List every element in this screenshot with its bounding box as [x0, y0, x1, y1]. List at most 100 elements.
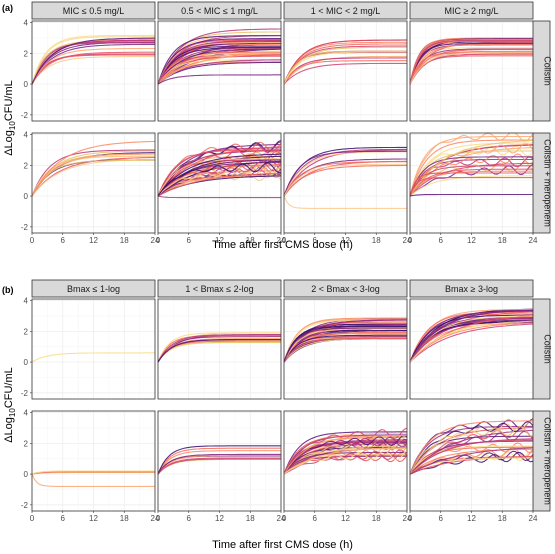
- series-line: [283, 46, 407, 85]
- series-line: [31, 51, 155, 85]
- series-line: [283, 195, 407, 209]
- panel-tag: (a): [2, 3, 13, 13]
- series-line: [409, 420, 534, 475]
- facet-strip-label: 0.5 < MIC ≤ 1 mg/L: [181, 6, 258, 16]
- series-line: [31, 471, 155, 475]
- facet-strip-label: Colistin + meropenem: [543, 139, 553, 227]
- y-tick-label: -2: [21, 111, 29, 120]
- series-line: [409, 142, 534, 197]
- series-line: [31, 352, 155, 363]
- x-tick-label: 0: [408, 236, 413, 245]
- series-line: [157, 453, 281, 475]
- facet-panel: 0 6 12 18 24: [408, 410, 538, 523]
- series-line: [409, 193, 533, 197]
- series-line: [157, 170, 282, 197]
- series-line: [31, 473, 155, 487]
- series-line: [409, 314, 533, 363]
- series-line: [157, 458, 281, 475]
- y-axis-title-sub: 10: [8, 121, 17, 130]
- panel-border: [409, 298, 534, 400]
- x-tick-label: 18: [246, 236, 255, 245]
- facet-panel: 0 6 12 18 24: [282, 132, 412, 245]
- series-line: [409, 165, 533, 197]
- series-line: [409, 322, 534, 363]
- x-tick-label: 6: [187, 514, 192, 523]
- series-line: [409, 172, 533, 197]
- x-tick-label: 24: [529, 236, 538, 245]
- series-line: [157, 334, 281, 363]
- series-line: [31, 47, 155, 85]
- y-tick-label: 0: [24, 358, 29, 367]
- series-line: [409, 163, 534, 197]
- facet-panel: 0 6 12 18 24: [282, 410, 412, 523]
- x-tick-label: 12: [215, 514, 224, 523]
- x-tick-label: 0: [282, 514, 287, 523]
- facet-strip-bg: [283, 1, 408, 20]
- series-line: [409, 50, 533, 85]
- panel-tag: (b): [2, 285, 14, 295]
- series-line: [31, 471, 155, 475]
- x-tick-label: 12: [215, 236, 224, 245]
- series-line: [409, 175, 533, 197]
- facet-strip-label: Bmax ≤ 1-log: [67, 284, 120, 294]
- series-line: [157, 162, 281, 197]
- series-line: [409, 425, 534, 475]
- facet-strip-label: MIC ≥ 2 mg/L: [445, 6, 499, 16]
- facet-strip-bg: [31, 1, 156, 20]
- facet-panel: [31, 298, 156, 400]
- series-line: [31, 149, 155, 197]
- x-tick-label: 24: [151, 514, 160, 523]
- series-line: [31, 155, 155, 197]
- series-line: [409, 323, 534, 363]
- series-line: [157, 450, 281, 475]
- facet-strip-label: Colistin: [543, 56, 553, 86]
- series-line: [283, 334, 407, 363]
- series-line: [157, 28, 281, 85]
- facet-strip-right: Colistin + meropenem: [532, 410, 553, 512]
- series-line: [283, 325, 407, 363]
- series-line: [283, 332, 407, 363]
- series-line: [283, 43, 407, 85]
- series-line: [157, 153, 281, 197]
- series-line: [157, 341, 281, 363]
- series-line: [409, 158, 533, 197]
- x-tick-label: 6: [313, 514, 318, 523]
- x-tick-label: 0: [30, 236, 35, 245]
- series-line: [283, 319, 407, 363]
- series-line: [409, 420, 534, 475]
- series-line: [157, 164, 282, 197]
- series-line: [157, 332, 281, 363]
- series-line: [283, 455, 407, 475]
- facet-strip-label: 1 < Bmax ≤ 2-log: [185, 284, 253, 294]
- facet-panel: [409, 20, 534, 122]
- x-tick-label: 12: [89, 514, 98, 523]
- facet-panel: 0 6 12 18 24: [30, 132, 160, 245]
- x-tick-label: 24: [403, 514, 412, 523]
- y-tick-label: 2: [24, 327, 29, 336]
- facet-strip-label: 1 < MIC < 2 mg/L: [311, 6, 381, 16]
- series-line: [157, 52, 281, 85]
- series-line: [409, 40, 533, 85]
- facet-panel: [157, 298, 282, 400]
- facet-panel: [157, 20, 282, 122]
- y-tick-label: 2: [24, 439, 29, 448]
- facet-panel: 0 6 12 18 24: [408, 132, 538, 245]
- series-line: [409, 37, 533, 85]
- series-line: [409, 438, 534, 475]
- series-line: [157, 447, 281, 475]
- series-line: [157, 335, 281, 363]
- series-line: [283, 161, 407, 197]
- series-line: [283, 446, 407, 475]
- facet-strip-top: 1 < Bmax ≤ 2-log: [157, 279, 282, 298]
- x-tick-label: 24: [277, 236, 286, 245]
- series-line: [157, 167, 282, 197]
- series-line: [31, 140, 156, 197]
- series-line: [283, 448, 407, 475]
- y-tick-label: 4: [24, 131, 29, 140]
- series-line: [283, 148, 407, 197]
- x-tick-label: 12: [89, 236, 98, 245]
- series-line: [157, 340, 281, 363]
- x-tick-label: 6: [439, 236, 444, 245]
- series-line: [409, 320, 534, 363]
